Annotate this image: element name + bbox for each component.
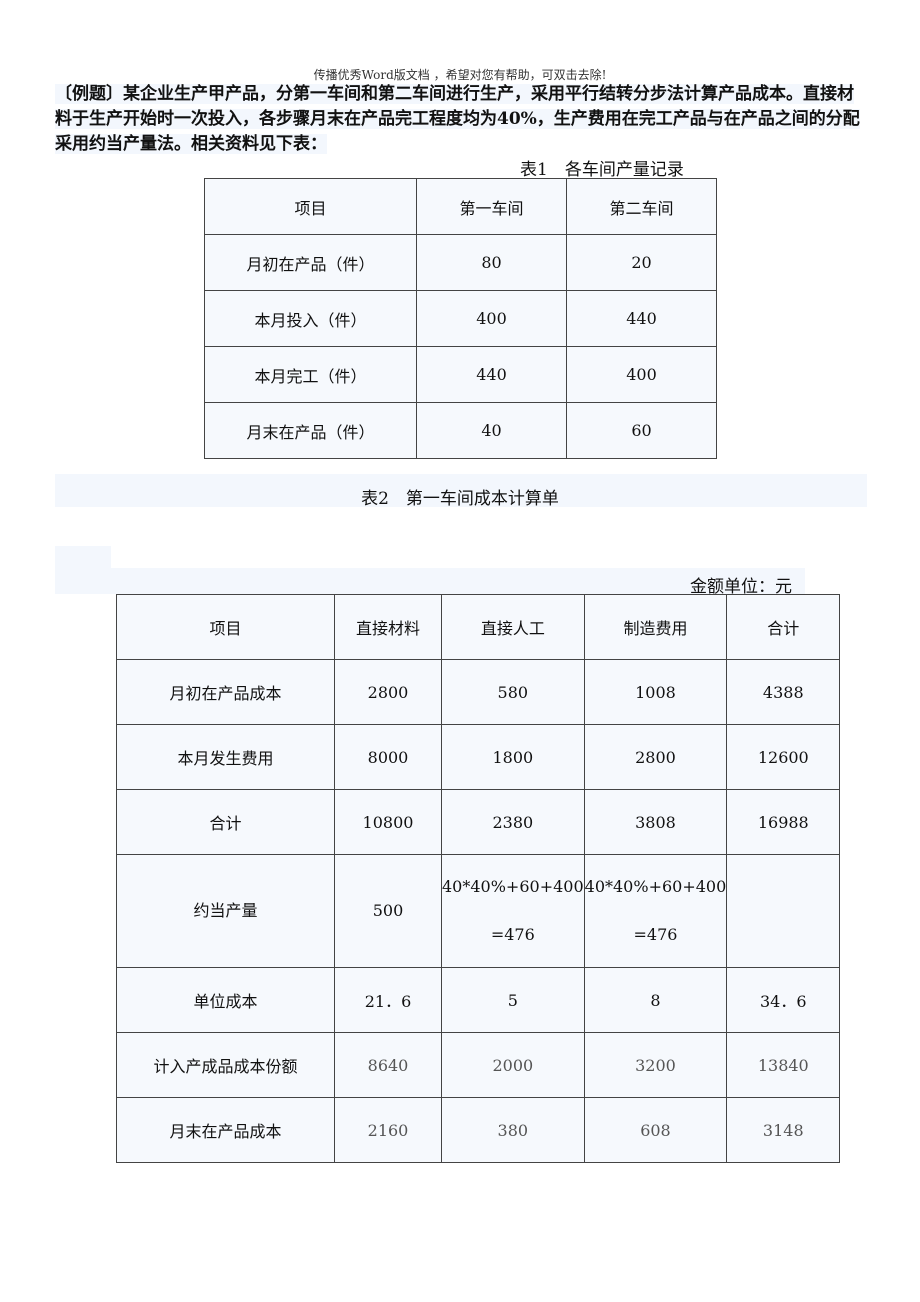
- table-row: 本月发生费用 8000 1800 2800 12600: [116, 724, 841, 790]
- table-cell: 2160: [334, 1097, 442, 1163]
- table-cell: 40*40%+60+400 =476: [441, 854, 585, 968]
- table-cell: 608: [583, 1097, 728, 1163]
- table-cell: 13840: [726, 1032, 841, 1098]
- table-cell: 月初在产品成本: [116, 659, 335, 725]
- table-cell: 400: [416, 290, 567, 347]
- intro-paragraph: 〔例题〕某企业生产甲产品，分第一车间和第二车间进行生产，采用平行结转分步法计算产…: [55, 84, 860, 154]
- caption-band: [55, 474, 867, 507]
- header-cell: 项目: [116, 594, 335, 660]
- table-cell: 40: [416, 402, 567, 459]
- table-cell: 4388: [726, 659, 841, 725]
- table-cell: 1800: [441, 724, 585, 790]
- table-cell: 3808: [583, 789, 728, 855]
- table-row: 计入产成品成本份额 8640 2000 3200 13840: [116, 1032, 841, 1098]
- table-cell: 440: [416, 346, 567, 403]
- header-cell: 项目: [204, 178, 417, 235]
- table-cell: 60: [566, 402, 717, 459]
- table-cell: 2000: [441, 1032, 585, 1098]
- table-cell: 1008: [583, 659, 728, 725]
- table-cell: 5: [441, 967, 585, 1033]
- shade-band: [55, 568, 805, 594]
- table2-caption: 表2 第一车间成本计算单: [361, 489, 559, 509]
- table-cell: 本月发生费用: [116, 724, 335, 790]
- table-cell: 400: [566, 346, 717, 403]
- table-cell: 580: [441, 659, 585, 725]
- table-cell: 约当产量: [116, 854, 335, 968]
- table-cell: 3148: [726, 1097, 841, 1163]
- table-cell: 8: [583, 967, 728, 1033]
- table-cell: 2800: [334, 659, 442, 725]
- table-cell: 380: [441, 1097, 585, 1163]
- header-cell: 制造费用: [583, 594, 728, 660]
- header-cell: 第二车间: [566, 178, 717, 235]
- table-cell: 40*40%+60+400 =476: [583, 854, 728, 968]
- table-cell: 合计: [116, 789, 335, 855]
- table1-caption: 表1 各车间产量记录: [520, 160, 684, 180]
- table-row: 月末在产品成本 2160 380 608 3148: [116, 1097, 841, 1163]
- table-cell: 10800: [334, 789, 442, 855]
- table-cell: 8000: [334, 724, 442, 790]
- table-cell: 12600: [726, 724, 841, 790]
- table-cell: 计入产成品成本份额: [116, 1032, 335, 1098]
- table-row: 月初在产品成本 2800 580 1008 4388: [116, 659, 841, 725]
- table-cell: 2380: [441, 789, 585, 855]
- table-row: 本月完工（件） 440 400: [204, 346, 717, 403]
- table-cell: 8640: [334, 1032, 442, 1098]
- table-cell: 3200: [583, 1032, 728, 1098]
- table-row: 合计 10800 2380 3808 16988: [116, 789, 841, 855]
- table-cell: 16988: [726, 789, 841, 855]
- table-cell: 80: [416, 234, 567, 291]
- watermark: 传播优秀Word版文档 ，希望对您有帮助，可双击去除!: [313, 68, 607, 82]
- table-cell: 21．6: [334, 967, 442, 1033]
- table-cell: 20: [566, 234, 717, 291]
- table-cell: 本月投入（件）: [204, 290, 417, 347]
- header-cell: 第一车间: [416, 178, 567, 235]
- table1-output-record: 项目 第一车间 第二车间 月初在产品（件） 80 20 本月投入（件） 400 440 本月完工（…: [204, 178, 717, 459]
- table-row: 本月投入（件） 400 440: [204, 290, 717, 347]
- table-cell: 2800: [583, 724, 728, 790]
- header-cell: 合计: [726, 594, 841, 660]
- header-cell: 直接人工: [441, 594, 585, 660]
- table2-cost-sheet: 项目 直接材料 直接人工 制造费用 合计 月初在产品成本 2800 580 1008 4388 本月…: [116, 594, 841, 1163]
- table-header-row: 项目 第一车间 第二车间: [204, 178, 717, 235]
- table-row: 月末在产品（件） 40 60: [204, 402, 717, 459]
- table-cell: 单位成本: [116, 967, 335, 1033]
- table-cell: 440: [566, 290, 717, 347]
- header-cell: 直接材料: [334, 594, 442, 660]
- table-header-row: 项目 直接材料 直接人工 制造费用 合计: [116, 594, 841, 660]
- table-cell: 34．6: [726, 967, 841, 1033]
- unit-label: 金额单位：元: [690, 577, 792, 597]
- table-cell: [726, 854, 841, 968]
- table-cell: 500: [334, 854, 442, 968]
- table-row: 月初在产品（件） 80 20: [204, 234, 717, 291]
- table-cell: 月末在产品（件）: [204, 402, 417, 459]
- table-cell: 本月完工（件）: [204, 346, 417, 403]
- table-row: 约当产量 500 40*40%+60+400 =476 40*40%+60+400 =…: [116, 854, 841, 968]
- table-cell: 月末在产品成本: [116, 1097, 335, 1163]
- table-row: 单位成本 21．6 5 8 34．6: [116, 967, 841, 1033]
- table-cell: 月初在产品（件）: [204, 234, 417, 291]
